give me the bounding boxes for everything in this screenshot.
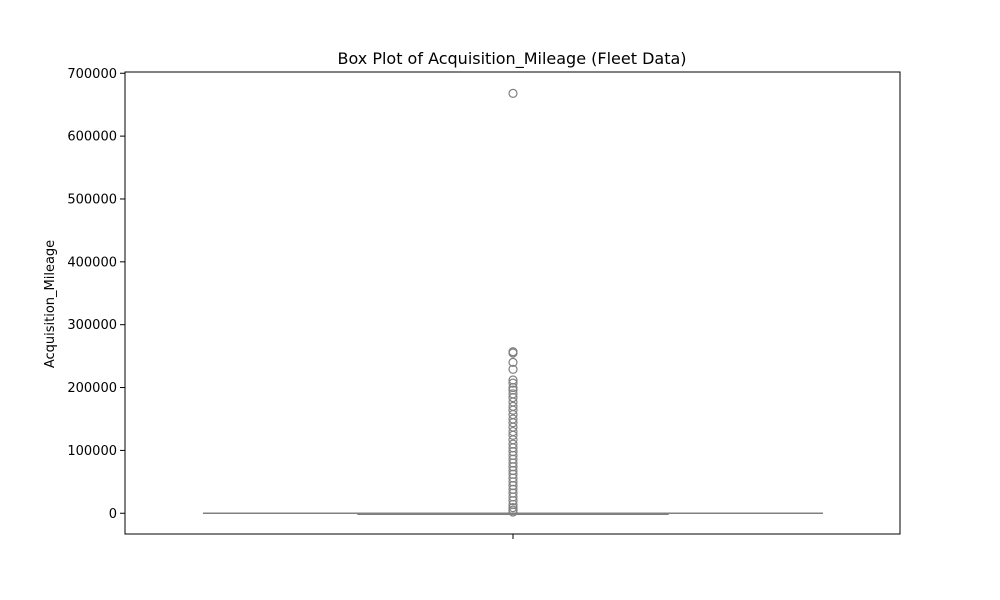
outlier-point xyxy=(508,393,518,403)
outlier-point xyxy=(508,405,518,415)
outlier-point xyxy=(508,348,518,358)
outlier-point xyxy=(508,382,518,393)
y-tick-label: 600000 xyxy=(67,130,117,145)
y-tick-label: 700000 xyxy=(67,67,117,82)
y-tick-label: 200000 xyxy=(67,381,117,396)
chart-title: Box Plot of Acquisition_Mileage (Fleet D… xyxy=(337,49,686,69)
y-tick-label: 0 xyxy=(109,507,117,522)
y-axis-label: Acquisition_Mileage xyxy=(43,240,58,368)
outlier-point xyxy=(508,503,518,513)
outlier-point xyxy=(508,378,518,388)
y-tick-label: 100000 xyxy=(67,444,117,459)
y-tick-label: 400000 xyxy=(67,255,117,270)
outlier-point xyxy=(508,496,518,506)
y-tick-label: 300000 xyxy=(67,318,117,333)
outlier-point xyxy=(508,418,518,428)
outlier-point xyxy=(508,507,518,517)
axes-frame xyxy=(124,71,901,535)
outlier-point xyxy=(508,430,518,440)
outlier-point xyxy=(508,364,518,374)
outlier-point xyxy=(508,88,518,98)
plot-area: 0 100000 200000 300000 400000 500000 600000 700… xyxy=(67,67,901,539)
outlier-point xyxy=(508,357,518,367)
y-tick-label: 500000 xyxy=(67,192,117,207)
